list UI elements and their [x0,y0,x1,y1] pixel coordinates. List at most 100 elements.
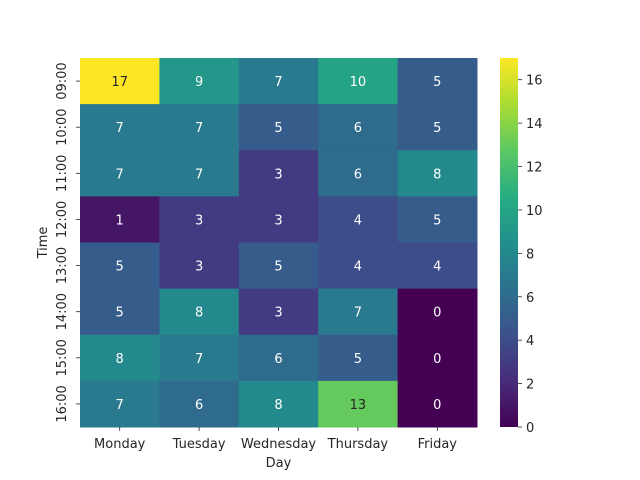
heatmap-cell [238,380,319,428]
cell-value-label: 7 [195,352,203,367]
cell-value-label: 10 [350,75,367,90]
heatmap-cell [159,380,240,428]
cell-value-label: 13 [350,398,367,413]
heatmap-cell [397,150,478,197]
heatmap-cell [80,104,160,151]
cell-value-label: 5 [274,260,282,275]
heatmap-cell [318,150,399,197]
y-tick-label: 14:00 [55,293,70,330]
heatmap-cell [159,334,240,382]
heatmap-cell [397,242,478,290]
x-tick-label: Monday [94,437,146,452]
colorbar-tick-label: 6 [526,291,534,306]
cell-value-label: 5 [116,260,124,275]
cell-value-label: 3 [274,306,282,321]
heatmap-cell [80,288,160,336]
heatmap-cell [159,58,240,105]
heatmap-cell [80,380,160,428]
cell-value-label: 7 [195,121,203,136]
heatmap-cell [238,242,319,290]
x-axis-ticks: Monday Tuesday Wednesday Thursday Friday [94,427,457,452]
colorbar-tick-label: 4 [526,334,534,349]
y-tick-label: 13:00 [55,247,70,284]
cell-value-label: 5 [274,121,282,136]
heatmap-cell [397,334,478,382]
cell-value-label: 8 [433,167,441,182]
y-tick-label: 11:00 [55,155,70,192]
heatmap-cell [159,288,240,336]
x-tick-label: Tuesday [172,437,226,452]
y-tick-label: 10:00 [55,108,70,145]
cell-value-label: 8 [195,306,203,321]
heatmap-cell [238,104,319,151]
cell-value-label: 7 [116,167,124,182]
colorbar-tick-label: 12 [526,161,543,176]
cell-value-label: 17 [111,75,128,90]
heatmap-cell [238,334,319,382]
cell-value-label: 0 [433,352,441,367]
cell-value-label: 3 [274,213,282,228]
heatmap-cell [80,196,160,243]
cell-value-label: 5 [354,352,362,367]
heatmap-cell [318,380,399,428]
heatmap-cells: 17 9 7 10 57 7 5 6 57 7 3 6 81 3 3 4 55 3 5 4 45 8 3 7 08 7 6 5 07 6 8… [80,58,478,428]
colorbar-tick-label: 16 [526,74,543,89]
cell-value-label: 8 [116,352,124,367]
cell-value-label: 7 [274,75,282,90]
cell-value-label: 6 [354,121,362,136]
heatmap-cell [318,196,399,243]
heatmap-cell [159,196,240,243]
cell-value-label: 5 [433,75,441,90]
cell-value-label: 6 [195,398,203,413]
y-tick-label: 16:00 [55,385,70,422]
cell-value-label: 4 [433,260,441,275]
cell-value-label: 5 [433,121,441,136]
cell-value-label: 3 [195,260,203,275]
cell-value-label: 1 [116,213,124,228]
cell-value-label: 7 [354,306,362,321]
heatmap-cell [238,58,319,105]
y-tick-label: 15:00 [55,339,70,376]
y-tick-label: 12:00 [55,201,70,238]
heatmap-cell [238,288,319,336]
colorbar-tick-label: 0 [526,421,534,436]
colorbar-tick-label: 8 [526,247,534,262]
heatmap-cell [397,58,478,105]
heatmap-cell [159,242,240,290]
heatmap-cell [318,104,399,151]
heatmap-cell [80,150,160,197]
y-tick-label: 09:00 [55,62,70,99]
heatmap-cell [318,242,399,290]
y-axis-label: Time [36,227,51,260]
colorbar-tick-label: 10 [526,204,543,219]
x-tick-label: Wednesday [241,437,317,452]
heatmap-cell [80,334,160,382]
x-axis-label: Day [266,456,292,471]
cell-value-label: 8 [274,398,282,413]
cell-value-label: 7 [116,398,124,413]
cell-value-label: 3 [195,213,203,228]
cell-value-label: 6 [354,167,362,182]
heatmap-cell [318,334,399,382]
cell-value-label: 6 [274,352,282,367]
colorbar: 0 2 4 6 8 10 12 14 16 [500,58,543,436]
cell-value-label: 4 [354,213,362,228]
y-axis-ticks: 09:00 10:00 11:00 12:00 13:00 14:00 15:00 16:00 [55,62,80,423]
heatmap-cell [397,288,478,336]
cell-value-label: 3 [274,167,282,182]
heatmap-cell [238,150,319,197]
heatmap-cell [397,104,478,151]
cell-value-label: 4 [354,260,362,275]
heatmap-cell [397,196,478,243]
heatmap-cell [80,242,160,290]
cell-value-label: 9 [195,75,203,90]
heatmap-cell [159,104,240,151]
heatmap-cell [159,150,240,197]
cell-value-label: 5 [116,306,124,321]
heatmap-cell [238,196,319,243]
heatmap-cell [397,380,478,428]
cell-value-label: 5 [433,213,441,228]
cell-value-label: 0 [433,306,441,321]
cell-value-label: 7 [116,121,124,136]
